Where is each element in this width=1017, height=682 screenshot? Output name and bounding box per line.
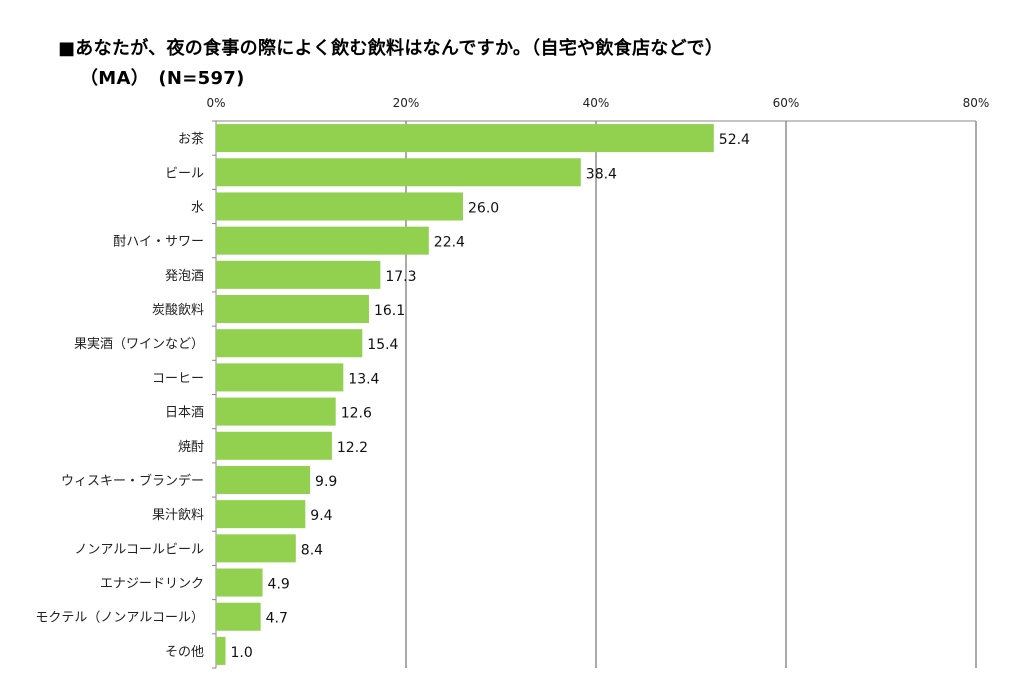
data-label: 1.0	[231, 645, 253, 661]
x-tick-label: 60%	[773, 96, 800, 110]
bar	[216, 295, 369, 324]
category-label: エナジードリンク	[100, 577, 204, 592]
bar	[216, 124, 714, 153]
labels-layer: 0% 20% 40% 60% 80% お茶 52.4 ビール 38.4 水 26.0 酎ハイ・サワー 2…	[35, 96, 989, 661]
data-label: 17.3	[385, 269, 416, 285]
category-label: 果実酒（ワインなど）	[74, 336, 204, 352]
category-label: お茶	[178, 131, 204, 147]
data-label: 52.4	[719, 132, 750, 148]
category-label: モクテル（ノンアルコール）	[35, 611, 204, 626]
data-label: 8.4	[301, 542, 323, 558]
bar	[216, 329, 363, 358]
category-label: 果汁飲料	[152, 507, 204, 523]
data-label: 4.9	[268, 577, 290, 593]
category-label: 水	[191, 200, 204, 215]
category-label: ウィスキー・ブランデー	[61, 473, 204, 489]
bar	[216, 158, 581, 187]
data-label: 4.7	[266, 611, 288, 627]
bar	[216, 465, 311, 494]
data-label: 13.4	[348, 371, 379, 387]
data-label: 9.9	[315, 474, 337, 490]
bar	[216, 500, 306, 529]
data-label: 9.4	[310, 508, 332, 524]
category-label: 酎ハイ・サワー	[113, 235, 204, 250]
x-tick-label: 80%	[963, 96, 990, 110]
chart-subtitle: （MA） (N=597)	[80, 68, 245, 89]
category-label: ノンアルコールビール	[74, 542, 204, 557]
category-label: 日本酒	[165, 406, 204, 421]
x-tick-label: 40%	[583, 96, 610, 110]
chart-title: ■あなたが、夜の食事の際によく飲む飲料はなんですか。（自宅や飲食店などで）	[58, 38, 724, 59]
bar	[216, 260, 381, 289]
bar	[216, 602, 261, 631]
bar	[216, 568, 263, 597]
category-label: 炭酸飲料	[152, 302, 204, 318]
bar	[216, 397, 336, 426]
data-label: 38.4	[586, 166, 617, 182]
category-label: コーヒー	[152, 371, 204, 386]
bar	[216, 431, 332, 460]
bar	[216, 192, 463, 221]
bar	[216, 636, 226, 665]
data-label: 15.4	[367, 337, 398, 353]
x-tick-label: 0%	[206, 96, 225, 110]
bar	[216, 226, 429, 255]
data-label: 22.4	[434, 235, 465, 251]
data-label: 12.6	[341, 406, 372, 422]
category-label: 発泡酒	[165, 269, 204, 284]
x-tick-label: 20%	[393, 96, 420, 110]
data-label: 16.1	[374, 303, 405, 319]
bar	[216, 534, 296, 563]
data-label: 12.2	[337, 440, 368, 456]
category-label: ビール	[165, 166, 204, 181]
bar	[216, 363, 344, 392]
bars-layer	[216, 124, 714, 665]
category-label: 焼酎	[178, 440, 204, 455]
category-label: その他	[165, 645, 204, 660]
data-label: 26.0	[468, 200, 499, 216]
